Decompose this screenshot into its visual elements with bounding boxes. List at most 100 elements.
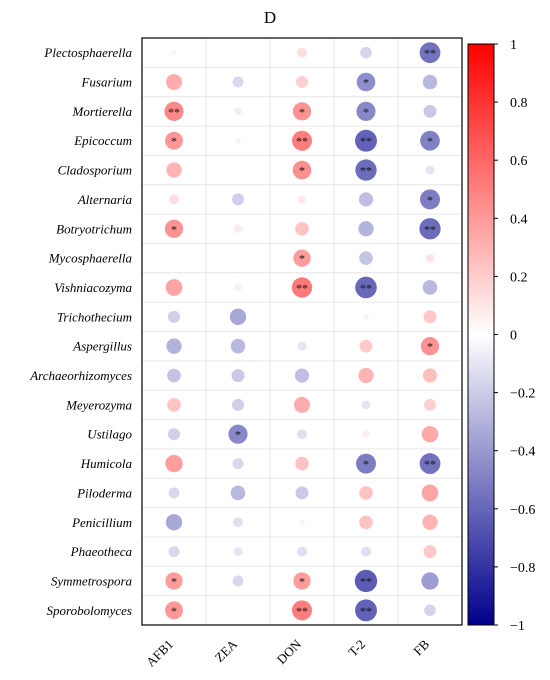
correlation-circle xyxy=(358,367,374,384)
significance-mark: * xyxy=(363,457,369,471)
significance-mark: * xyxy=(235,428,241,442)
significance-mark: * xyxy=(299,105,305,119)
correlation-circle xyxy=(422,514,438,530)
correlation-circle xyxy=(422,368,438,383)
correlation-circle xyxy=(165,601,183,620)
correlation-circle xyxy=(165,279,183,296)
significance-mark: ** xyxy=(168,105,180,119)
correlation-circle xyxy=(294,396,310,413)
correlation-circle xyxy=(167,398,181,412)
color-bar-tick-label: −0.4 xyxy=(510,445,535,460)
correlation-circle xyxy=(233,224,243,233)
color-bar-tick-label: −0.2 xyxy=(510,387,535,402)
correlation-circle xyxy=(237,169,239,171)
significance-mark: ** xyxy=(360,164,372,178)
correlation-circle xyxy=(359,486,373,500)
significance-mark: ** xyxy=(296,134,308,148)
correlation-circle xyxy=(165,454,183,473)
significance-mark: * xyxy=(363,76,369,90)
column-label: T-2 xyxy=(345,637,368,660)
color-bar-tick-label: 0.8 xyxy=(510,96,528,111)
correlation-circle xyxy=(292,130,312,151)
correlation-circle xyxy=(231,398,245,411)
color-bar-tick-label: 0.6 xyxy=(510,154,528,169)
correlation-circle xyxy=(232,458,244,470)
significance-mark: ** xyxy=(424,222,436,236)
correlation-circle xyxy=(424,604,436,617)
significance-mark: * xyxy=(299,164,305,178)
correlation-circle xyxy=(230,485,246,501)
row-label: Trichothecium xyxy=(57,309,132,324)
correlation-circle xyxy=(230,338,246,354)
correlation-circle xyxy=(361,546,371,557)
significance-mark: * xyxy=(299,574,305,588)
correlation-circle xyxy=(231,369,245,382)
significance-mark: * xyxy=(171,134,177,148)
significance-mark: ** xyxy=(424,46,436,60)
significance-mark: ** xyxy=(296,604,308,618)
significance-mark: * xyxy=(427,193,433,207)
correlation-circle xyxy=(237,257,239,259)
row-label: Vishniacozyma xyxy=(54,280,132,295)
row-label: Cladosporium xyxy=(58,163,132,178)
correlation-circle xyxy=(165,572,183,590)
correlation-circle xyxy=(167,368,181,383)
correlation-circle xyxy=(229,308,247,325)
correlation-circle xyxy=(164,101,184,121)
correlation-circle xyxy=(356,72,376,92)
correlation-circle xyxy=(423,545,437,559)
correlation-circle xyxy=(358,192,374,207)
correlation-circle xyxy=(421,426,439,443)
correlation-circle xyxy=(299,519,305,526)
correlation-circle xyxy=(233,547,243,557)
correlation-circle xyxy=(301,316,303,318)
correlation-circle xyxy=(361,400,371,410)
significance-mark: * xyxy=(299,252,305,266)
row-label: Meyerozyma xyxy=(65,397,132,412)
color-bar-tick-label: 0.4 xyxy=(510,212,528,227)
correlation-circle xyxy=(355,129,377,152)
color-bar-tick-label: −0.6 xyxy=(510,503,535,518)
correlation-circle xyxy=(294,368,310,383)
correlation-circle xyxy=(356,101,376,121)
correlation-circle xyxy=(419,42,441,64)
correlation-circle xyxy=(297,341,307,351)
significance-mark: * xyxy=(363,105,369,119)
correlation-circle xyxy=(359,339,373,353)
significance-mark: ** xyxy=(296,281,308,295)
correlation-circle xyxy=(292,600,312,621)
correlation-circle xyxy=(360,46,372,59)
correlation-circle xyxy=(236,608,240,613)
correlation-circle xyxy=(420,337,440,356)
row-label: Ustilago xyxy=(87,427,132,442)
row-label: Aspergillus xyxy=(72,339,132,354)
correlation-circle xyxy=(295,221,309,236)
color-bar-tick-label: 0 xyxy=(510,329,517,344)
correlation-circle xyxy=(363,313,369,320)
column-label: DON xyxy=(274,636,305,667)
correlation-circle xyxy=(166,162,182,178)
correlation-circle xyxy=(422,74,438,90)
correlation-circle xyxy=(292,102,312,121)
significance-mark: * xyxy=(171,222,177,236)
correlation-circle xyxy=(422,280,438,295)
correlation-circle xyxy=(420,189,440,210)
significance-mark: ** xyxy=(424,457,436,471)
correlation-circle xyxy=(297,429,307,440)
correlation-circle xyxy=(295,486,309,500)
row-label: Mycosphaerella xyxy=(48,251,133,266)
color-bar-tick-label: 0.2 xyxy=(510,270,528,285)
row-label: Archaeorhizomyces xyxy=(29,368,132,383)
correlation-circle xyxy=(420,130,440,151)
correlation-circle xyxy=(166,74,182,90)
significance-mark: * xyxy=(427,340,433,354)
significance-mark: * xyxy=(171,604,177,618)
correlation-circle xyxy=(165,131,183,150)
row-label: Mortierella xyxy=(72,104,133,119)
row-label: Humicola xyxy=(80,456,133,471)
plot-frame xyxy=(141,37,463,626)
correlation-circle xyxy=(297,195,307,204)
color-bar-tick-label: −0.8 xyxy=(510,561,535,576)
row-label: Sporobolomyces xyxy=(47,603,132,618)
correlation-circle xyxy=(168,546,180,558)
